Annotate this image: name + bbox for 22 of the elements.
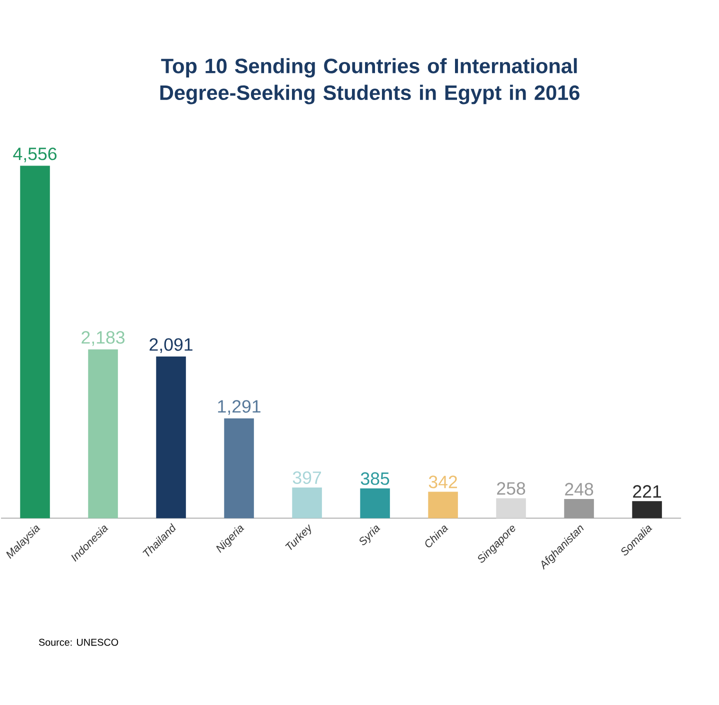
data-label: 258: [497, 482, 526, 495]
data-label: 2,183: [82, 331, 125, 346]
data-label: 342: [428, 476, 457, 488]
data-label: 385: [360, 472, 390, 485]
source-note: Source: UNESCO: [38, 638, 118, 646]
bar: [88, 349, 118, 518]
bar: [632, 501, 662, 518]
data-label: 397: [292, 471, 321, 484]
bar: [156, 356, 186, 518]
data-label: 4,556: [13, 148, 57, 162]
bar: [428, 492, 458, 518]
bar: [564, 499, 594, 518]
data-label: 2,091: [150, 338, 192, 354]
chart-title: Top 10 Sending Countries of International Degree-Seeking Students in Egypt in 2016: [160, 58, 580, 104]
data-label: 248: [565, 482, 594, 496]
bar: [292, 488, 322, 518]
bar: [360, 488, 390, 518]
bar: [224, 418, 254, 518]
bar: [20, 166, 50, 518]
bar: [496, 498, 526, 518]
data-label: 1,291: [218, 400, 260, 415]
data-label: 221: [633, 485, 662, 498]
